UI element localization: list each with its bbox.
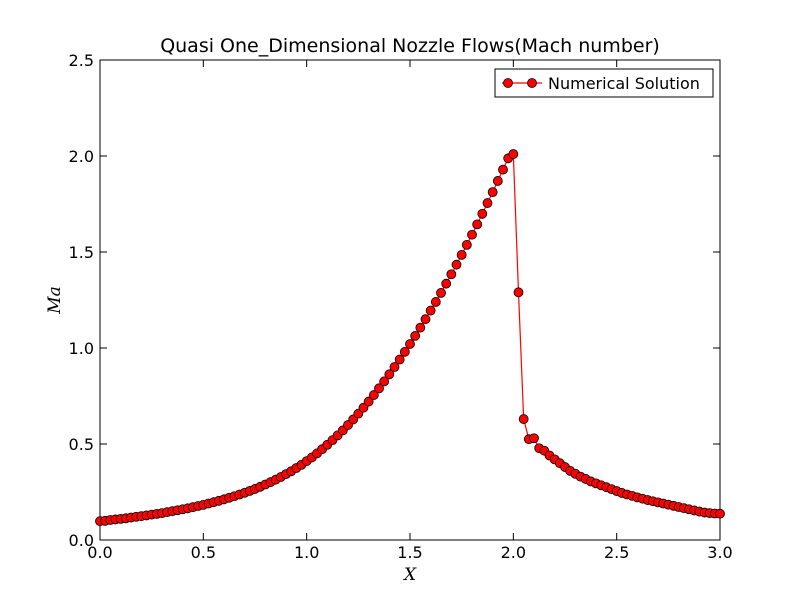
- y-tick-label: 1.5: [69, 243, 94, 262]
- x-tick-label: 3.0: [707, 543, 732, 562]
- data-point: [715, 508, 725, 519]
- data-point: [461, 239, 472, 250]
- chart-title: Quasi One_Dimensional Nozzle Flows(Mach …: [160, 35, 660, 57]
- y-axis-label: Ma: [45, 286, 65, 315]
- data-point: [513, 287, 524, 298]
- data-point: [487, 187, 498, 198]
- data-point: [363, 396, 374, 407]
- data-point: [394, 354, 405, 365]
- y-tick-label: 0.5: [69, 435, 94, 454]
- legend-marker-swatch: [527, 78, 537, 88]
- x-tick-label: 1.5: [397, 543, 422, 562]
- data-point: [467, 229, 477, 240]
- data-point: [492, 176, 503, 186]
- data-point: [379, 376, 390, 387]
- y-tick-label: 1.0: [69, 339, 94, 358]
- data-point: [451, 259, 462, 270]
- y-tick-label: 2.0: [69, 147, 94, 166]
- y-tick-label: 0.0: [69, 531, 94, 550]
- legend-marker-swatch: [503, 78, 513, 88]
- data-point: [374, 383, 384, 394]
- data-point: [389, 362, 400, 372]
- data-point: [477, 208, 488, 219]
- axis-ticks: 0.0 0.5 1.0 1.5 2.0 2.5 3.0 0.0 0.5 1.0 1.5 2.0 2.5: [69, 51, 733, 562]
- x-tick-label: 2.0: [501, 543, 526, 562]
- data-point: [446, 269, 457, 280]
- data-point: [420, 314, 431, 325]
- y-tick-label: 2.5: [69, 51, 94, 70]
- data-point: [456, 249, 467, 260]
- plot-area: 0.0 0.5 1.0 1.5 2.0 2.5 3.0 0.0 0.5 1.0 1.5 2.0 2.5: [69, 51, 733, 562]
- data-point: [518, 414, 529, 424]
- data-point: [410, 330, 421, 341]
- data-point: [368, 390, 379, 400]
- data-point: [405, 339, 415, 349]
- x-tick-label: 2.5: [604, 543, 629, 562]
- x-tick-label: 0.0: [87, 543, 112, 562]
- data-point: [430, 297, 441, 307]
- data-point: [472, 219, 483, 230]
- data-point: [482, 198, 493, 208]
- plot-frame: [99, 59, 721, 541]
- series-layer: [95, 149, 725, 527]
- data-point: [425, 305, 436, 316]
- legend-entry-label: Numerical Solution: [548, 74, 700, 93]
- data-point: [441, 278, 452, 289]
- data-point: [498, 164, 508, 175]
- data-point: [529, 433, 539, 444]
- x-axis-label: X: [402, 565, 417, 585]
- data-point: [415, 322, 426, 333]
- data-point: [508, 149, 519, 159]
- x-tick-label: 0.5: [191, 543, 216, 562]
- data-point: [384, 369, 395, 380]
- x-tick-label: 1.0: [294, 543, 319, 562]
- data-point: [436, 287, 446, 298]
- data-point: [399, 346, 410, 357]
- legend: Numerical Solution: [494, 68, 714, 98]
